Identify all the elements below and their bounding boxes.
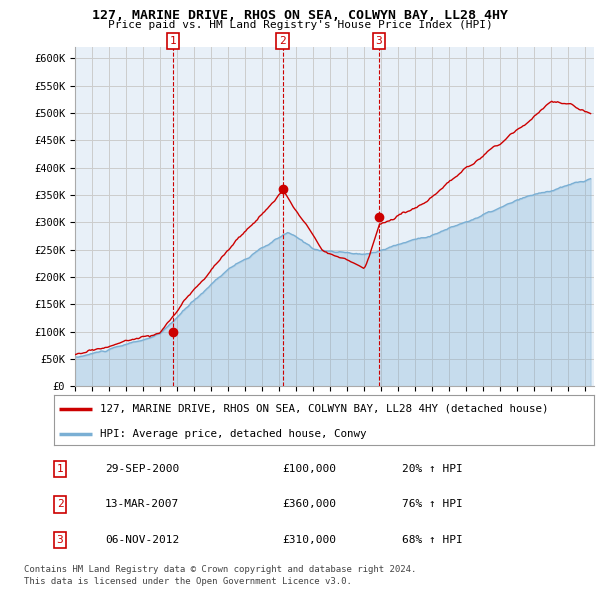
Text: 1: 1 (169, 36, 176, 46)
Text: 127, MARINE DRIVE, RHOS ON SEA, COLWYN BAY, LL28 4HY: 127, MARINE DRIVE, RHOS ON SEA, COLWYN B… (92, 9, 508, 22)
Text: £360,000: £360,000 (282, 500, 336, 509)
Text: 13-MAR-2007: 13-MAR-2007 (105, 500, 179, 509)
Text: Contains HM Land Registry data © Crown copyright and database right 2024.: Contains HM Land Registry data © Crown c… (24, 565, 416, 574)
Text: Price paid vs. HM Land Registry's House Price Index (HPI): Price paid vs. HM Land Registry's House … (107, 20, 493, 30)
Text: £310,000: £310,000 (282, 535, 336, 545)
Text: 20% ↑ HPI: 20% ↑ HPI (402, 464, 463, 474)
Text: 2: 2 (279, 36, 286, 46)
Text: 76% ↑ HPI: 76% ↑ HPI (402, 500, 463, 509)
Text: This data is licensed under the Open Government Licence v3.0.: This data is licensed under the Open Gov… (24, 577, 352, 586)
Text: 127, MARINE DRIVE, RHOS ON SEA, COLWYN BAY, LL28 4HY (detached house): 127, MARINE DRIVE, RHOS ON SEA, COLWYN B… (100, 404, 548, 414)
Text: 06-NOV-2012: 06-NOV-2012 (105, 535, 179, 545)
Text: 2: 2 (56, 500, 64, 509)
Text: £100,000: £100,000 (282, 464, 336, 474)
Text: 68% ↑ HPI: 68% ↑ HPI (402, 535, 463, 545)
Text: 3: 3 (56, 535, 64, 545)
Text: 29-SEP-2000: 29-SEP-2000 (105, 464, 179, 474)
Text: 3: 3 (376, 36, 382, 46)
Text: 1: 1 (56, 464, 64, 474)
Text: HPI: Average price, detached house, Conwy: HPI: Average price, detached house, Conw… (100, 430, 367, 440)
